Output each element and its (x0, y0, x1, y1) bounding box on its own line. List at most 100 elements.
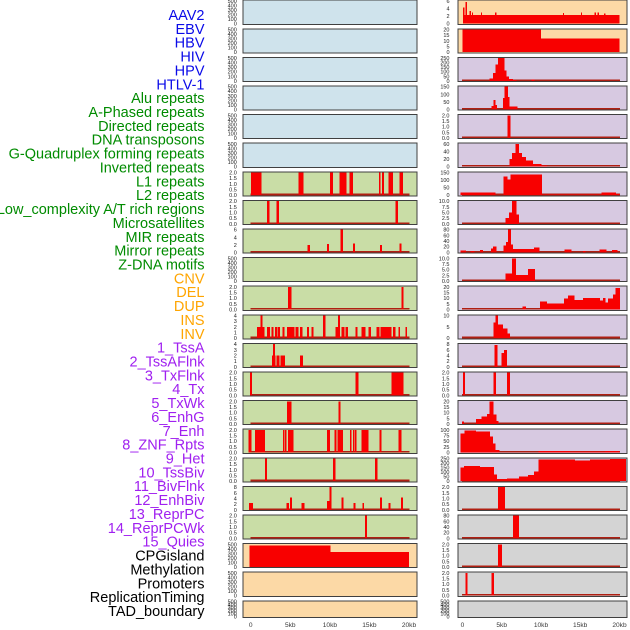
svg-text:0.5: 0.5 (229, 445, 237, 451)
svg-text:0.0: 0.0 (229, 422, 237, 428)
svg-text:2.0: 2.0 (442, 485, 450, 491)
svg-text:8: 8 (234, 485, 237, 491)
svg-text:0.0: 0.0 (229, 193, 237, 199)
svg-text:0: 0 (234, 508, 237, 514)
svg-text:100: 100 (228, 160, 237, 166)
svg-text:500: 500 (228, 571, 237, 577)
svg-text:Directed repeats: Directed repeats (98, 119, 204, 135)
svg-text:100: 100 (440, 612, 449, 618)
svg-text:13_ReprPC: 13_ReprPC (129, 507, 205, 523)
svg-text:0: 0 (446, 165, 449, 171)
svg-text:L2 repeats: L2 repeats (136, 188, 205, 204)
svg-text:0.0: 0.0 (442, 222, 450, 228)
svg-text:2.0: 2.0 (229, 428, 237, 434)
svg-text:100: 100 (440, 92, 449, 98)
svg-text:EBV: EBV (175, 22, 204, 38)
svg-text:200: 200 (228, 13, 237, 19)
svg-text:1.0: 1.0 (229, 411, 237, 417)
svg-text:1.5: 1.5 (229, 434, 237, 440)
svg-text:200: 200 (228, 556, 237, 562)
svg-text:10: 10 (443, 39, 449, 45)
svg-text:0: 0 (446, 365, 449, 371)
svg-text:0: 0 (234, 250, 237, 256)
svg-text:300: 300 (228, 265, 237, 271)
svg-text:100: 100 (228, 275, 237, 281)
svg-text:Methylation: Methylation (130, 562, 204, 578)
svg-text:1.5: 1.5 (442, 119, 450, 125)
svg-text:0: 0 (446, 451, 449, 457)
svg-text:HIV: HIV (180, 50, 205, 66)
svg-text:15kb: 15kb (573, 622, 588, 629)
svg-text:1: 1 (234, 359, 237, 365)
svg-text:50: 50 (443, 186, 449, 192)
svg-text:300: 300 (228, 151, 237, 157)
svg-text:2.5: 2.5 (442, 273, 450, 279)
svg-text:500: 500 (228, 600, 237, 606)
svg-text:50: 50 (443, 475, 449, 481)
svg-text:20: 20 (443, 245, 449, 251)
svg-text:2: 2 (234, 354, 237, 360)
svg-text:4: 4 (446, 7, 449, 13)
svg-text:400: 400 (228, 261, 237, 267)
svg-text:500: 500 (228, 113, 237, 119)
svg-text:0: 0 (234, 79, 237, 85)
svg-text:400: 400 (228, 32, 237, 38)
svg-text:6: 6 (446, 348, 449, 354)
svg-text:100: 100 (228, 561, 237, 567)
svg-text:2.0: 2.0 (229, 457, 237, 463)
svg-text:HTLV-1: HTLV-1 (156, 77, 204, 93)
svg-text:60: 60 (443, 233, 449, 239)
svg-text:100: 100 (228, 103, 237, 109)
svg-text:Inverted repeats: Inverted repeats (100, 161, 205, 177)
svg-text:2.0: 2.0 (229, 371, 237, 377)
svg-text:2: 2 (234, 243, 237, 249)
svg-text:500: 500 (228, 256, 237, 262)
svg-text:0: 0 (234, 365, 237, 371)
svg-text:7.5: 7.5 (442, 205, 450, 211)
svg-text:10.0: 10.0 (439, 199, 450, 205)
svg-text:Microsatellites: Microsatellites (113, 216, 205, 232)
svg-text:10: 10 (443, 296, 449, 302)
svg-text:20: 20 (443, 285, 449, 291)
svg-text:6: 6 (234, 491, 237, 497)
svg-text:100: 100 (440, 428, 449, 434)
svg-text:0: 0 (446, 536, 449, 542)
svg-text:400: 400 (440, 603, 449, 609)
svg-text:9_Het: 9_Het (166, 452, 205, 468)
svg-text:1.0: 1.0 (229, 296, 237, 302)
svg-text:0: 0 (446, 250, 449, 256)
svg-text:200: 200 (228, 41, 237, 47)
svg-text:2.0: 2.0 (442, 542, 450, 548)
svg-text:DNA transposons: DNA transposons (92, 133, 205, 149)
svg-text:40: 40 (443, 239, 449, 245)
svg-text:75: 75 (443, 434, 449, 440)
svg-text:300: 300 (440, 606, 449, 612)
svg-text:4_Tx: 4_Tx (172, 382, 205, 398)
svg-text:0.0: 0.0 (229, 451, 237, 457)
svg-text:0: 0 (234, 336, 237, 342)
svg-text:10: 10 (443, 411, 449, 417)
svg-text:50: 50 (443, 439, 449, 445)
svg-text:1.0: 1.0 (442, 497, 450, 503)
svg-text:0: 0 (446, 615, 449, 621)
svg-text:14_ReprPCWk: 14_ReprPCWk (108, 521, 205, 537)
svg-text:INS: INS (180, 313, 204, 329)
svg-text:200: 200 (228, 98, 237, 104)
svg-text:25: 25 (443, 445, 449, 451)
svg-text:0: 0 (234, 615, 237, 621)
svg-text:20kb: 20kb (402, 622, 417, 629)
svg-text:200: 200 (228, 585, 237, 591)
svg-text:1: 1 (234, 331, 237, 337)
svg-text:8: 8 (446, 342, 449, 348)
svg-text:2: 2 (234, 502, 237, 508)
svg-text:0.0: 0.0 (229, 222, 237, 228)
svg-text:15: 15 (443, 33, 449, 39)
svg-text:100: 100 (440, 470, 449, 476)
svg-text:200: 200 (440, 61, 449, 67)
svg-text:15_Quies: 15_Quies (142, 535, 204, 551)
svg-text:1.5: 1.5 (229, 405, 237, 411)
svg-text:2.0: 2.0 (229, 285, 237, 291)
svg-text:2_TssAFlnk: 2_TssAFlnk (130, 355, 206, 371)
svg-text:10: 10 (443, 314, 449, 320)
svg-text:0.5: 0.5 (442, 588, 450, 594)
